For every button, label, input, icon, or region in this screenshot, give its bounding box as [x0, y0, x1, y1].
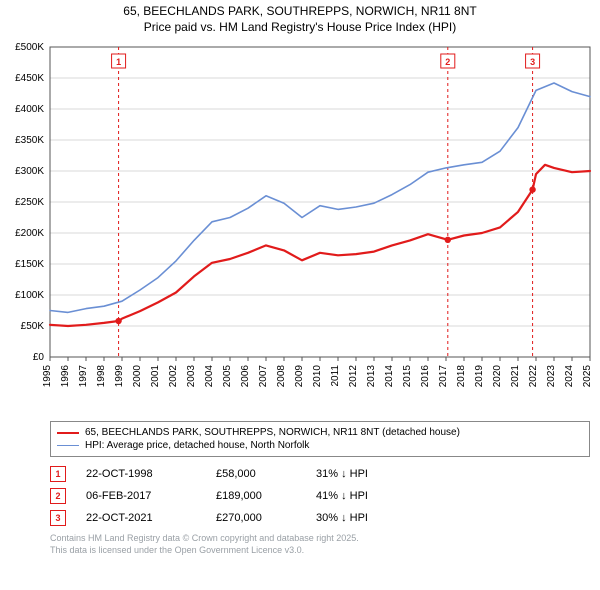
- sale-row: 3 22-OCT-2021 £270,000 30% ↓ HPI: [50, 507, 590, 529]
- svg-text:2020: 2020: [492, 365, 503, 388]
- svg-text:£300K: £300K: [15, 166, 44, 177]
- svg-text:2006: 2006: [240, 365, 251, 388]
- legend: 65, BEECHLANDS PARK, SOUTHREPPS, NORWICH…: [50, 421, 590, 457]
- svg-text:2017: 2017: [438, 365, 449, 388]
- legend-item: 65, BEECHLANDS PARK, SOUTHREPPS, NORWICH…: [57, 426, 583, 439]
- svg-text:3: 3: [530, 57, 535, 67]
- svg-text:£450K: £450K: [15, 73, 44, 84]
- chart-title: 65, BEECHLANDS PARK, SOUTHREPPS, NORWICH…: [0, 0, 600, 37]
- svg-text:£400K: £400K: [15, 104, 44, 115]
- chart-area: £0 £50K £100K £150K £200K £250K £300K £350K £400…: [0, 37, 600, 417]
- svg-text:1995: 1995: [42, 365, 53, 388]
- line-chart-svg: £0 £50K £100K £150K £200K £250K £300K £350K £400…: [0, 37, 600, 417]
- svg-text:2013: 2013: [366, 365, 377, 388]
- sale-marker: 3: [50, 510, 66, 526]
- sale-marker: 2: [50, 488, 66, 504]
- svg-text:2018: 2018: [456, 365, 467, 388]
- svg-text:2019: 2019: [474, 365, 485, 388]
- sales-table: 1 22-OCT-1998 £58,000 31% ↓ HPI 2 06-FEB-2017…: [50, 463, 590, 529]
- svg-text:2003: 2003: [186, 365, 197, 388]
- svg-text:£100K: £100K: [15, 290, 44, 301]
- title-line-2: Price paid vs. HM Land Registry's House …: [0, 20, 600, 36]
- svg-text:2: 2: [445, 57, 450, 67]
- legend-item: HPI: Average price, detached house, Nort…: [57, 439, 583, 452]
- svg-text:2012: 2012: [348, 365, 359, 388]
- svg-text:2010: 2010: [312, 365, 323, 388]
- sale-row: 2 06-FEB-2017 £189,000 41% ↓ HPI: [50, 485, 590, 507]
- svg-text:£500K: £500K: [15, 42, 44, 53]
- svg-text:1999: 1999: [114, 365, 125, 388]
- footer-attribution: Contains HM Land Registry data © Crown c…: [50, 533, 590, 556]
- legend-label: 65, BEECHLANDS PARK, SOUTHREPPS, NORWICH…: [85, 427, 460, 438]
- svg-text:2007: 2007: [258, 365, 269, 388]
- svg-text:1996: 1996: [60, 365, 71, 388]
- svg-text:£150K: £150K: [15, 259, 44, 270]
- sale-delta: 30% ↓ HPI: [316, 512, 406, 524]
- svg-text:2023: 2023: [546, 365, 557, 388]
- footer-line-2: This data is licensed under the Open Gov…: [50, 545, 590, 557]
- sale-delta: 41% ↓ HPI: [316, 490, 406, 502]
- legend-swatch: [57, 432, 79, 434]
- svg-text:£0: £0: [33, 352, 45, 363]
- svg-text:2000: 2000: [132, 365, 143, 388]
- svg-text:2011: 2011: [330, 365, 341, 387]
- sale-date: 06-FEB-2017: [86, 490, 196, 502]
- sale-date: 22-OCT-1998: [86, 468, 196, 480]
- svg-text:1997: 1997: [78, 365, 89, 388]
- sale-row: 1 22-OCT-1998 £58,000 31% ↓ HPI: [50, 463, 590, 485]
- legend-label: HPI: Average price, detached house, Nort…: [85, 440, 309, 451]
- svg-text:2021: 2021: [510, 365, 521, 388]
- svg-text:2008: 2008: [276, 365, 287, 388]
- sale-marker: 1: [50, 466, 66, 482]
- svg-text:1: 1: [116, 57, 121, 67]
- legend-swatch: [57, 445, 79, 446]
- svg-text:2024: 2024: [564, 365, 575, 388]
- svg-text:1998: 1998: [96, 365, 107, 388]
- svg-text:£350K: £350K: [15, 135, 44, 146]
- svg-text:2022: 2022: [528, 365, 539, 388]
- sale-price: £189,000: [216, 490, 296, 502]
- svg-text:2001: 2001: [150, 365, 161, 388]
- svg-text:£250K: £250K: [15, 197, 44, 208]
- title-line-1: 65, BEECHLANDS PARK, SOUTHREPPS, NORWICH…: [0, 4, 600, 20]
- svg-text:2005: 2005: [222, 365, 233, 388]
- svg-text:2002: 2002: [168, 365, 179, 388]
- svg-text:2009: 2009: [294, 365, 305, 388]
- svg-text:£200K: £200K: [15, 228, 44, 239]
- svg-text:£50K: £50K: [21, 321, 45, 332]
- svg-text:2004: 2004: [204, 365, 215, 388]
- sale-date: 22-OCT-2021: [86, 512, 196, 524]
- svg-text:2025: 2025: [582, 365, 593, 388]
- footer-line-1: Contains HM Land Registry data © Crown c…: [50, 533, 590, 545]
- sale-price: £270,000: [216, 512, 296, 524]
- svg-text:2014: 2014: [384, 365, 395, 388]
- svg-text:2015: 2015: [402, 365, 413, 388]
- sale-delta: 31% ↓ HPI: [316, 468, 406, 480]
- svg-text:2016: 2016: [420, 365, 431, 388]
- sale-price: £58,000: [216, 468, 296, 480]
